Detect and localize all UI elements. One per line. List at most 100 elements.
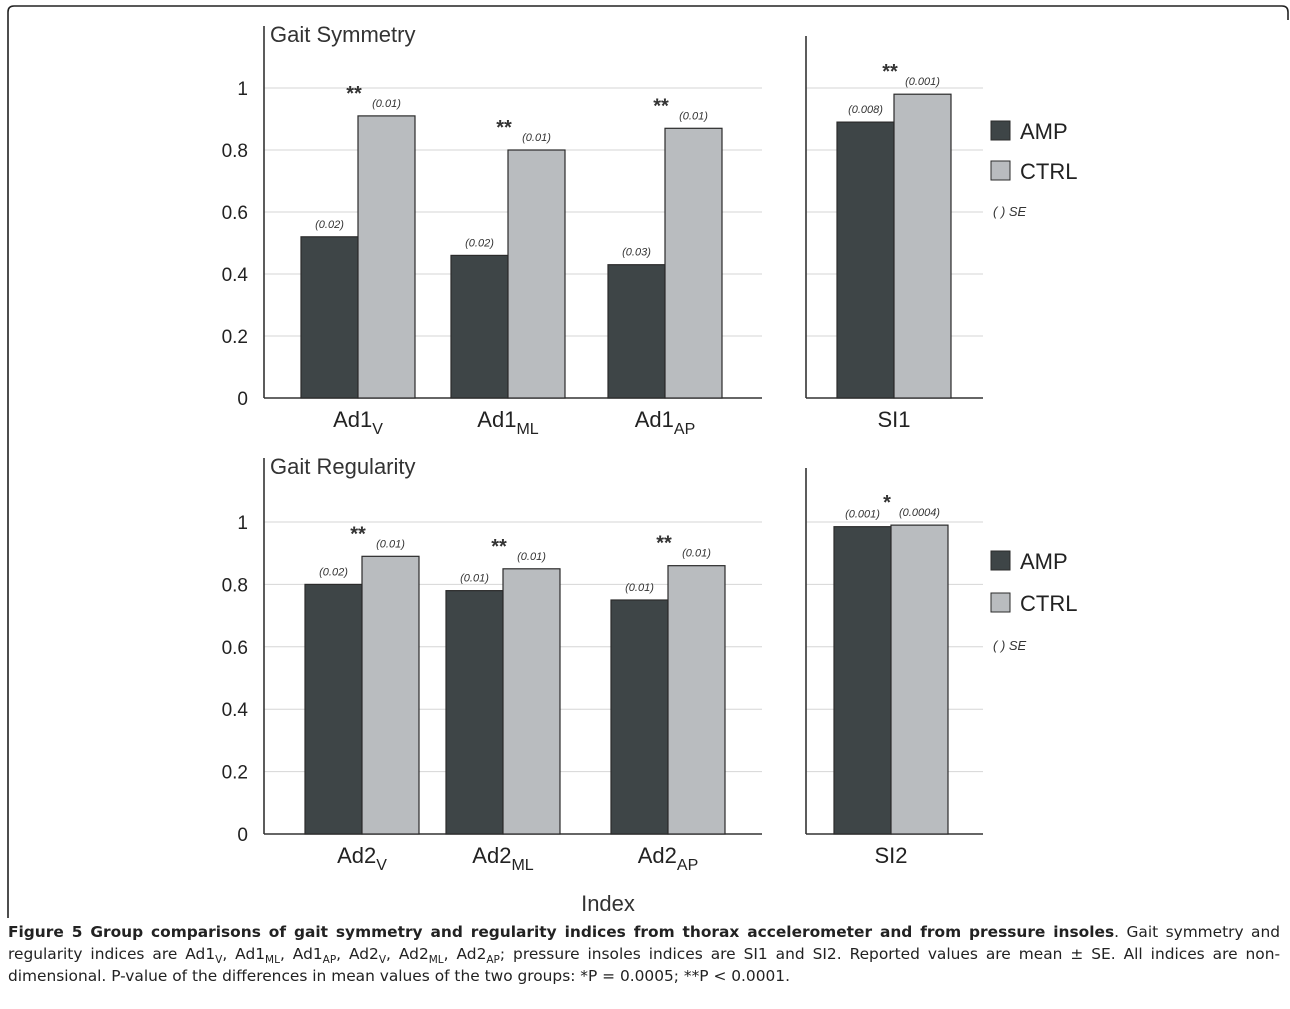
se-label: (0.01) xyxy=(460,573,489,585)
caption-subscript: ML xyxy=(265,954,280,967)
y-tick-label: 0.8 xyxy=(222,575,248,596)
bar-ctrl xyxy=(667,565,726,835)
bar-ctrl xyxy=(361,555,420,835)
se-label: (0.01) xyxy=(682,548,711,560)
bar-ctrl xyxy=(893,93,952,399)
se-label: (0.01) xyxy=(376,538,405,550)
chart-title: Gait Symmetry xyxy=(270,22,415,47)
y-tick-label: 0.2 xyxy=(222,763,248,784)
bar-amp xyxy=(833,526,892,835)
figure-chart: 0 0.2 0.4 0.6 0.8 1 Gait Symmetry (0.02) (0.01) *… xyxy=(7,5,1289,918)
caption-subscript: V xyxy=(215,954,223,967)
bar-ctrl xyxy=(507,149,566,399)
x-tick-label: Ad2V xyxy=(337,843,387,874)
se-label: (0.03) xyxy=(622,247,651,259)
y-tick-label: 0.4 xyxy=(222,700,249,721)
x-tick-label-subscript: AP xyxy=(674,421,695,438)
legend-note-se: ( ) SE xyxy=(993,638,1027,653)
x-axis-title: Index xyxy=(581,891,635,916)
y-tick-label: 0 xyxy=(237,389,248,410)
y-tick-label: 0.4 xyxy=(222,265,249,286)
caption-title: Group comparisons of gait symmetry and r… xyxy=(90,923,1115,941)
se-label: (0.01) xyxy=(372,98,401,110)
chart-title: Gait Regularity xyxy=(270,454,416,479)
significance-marker: ** xyxy=(882,61,898,83)
legend-swatch-amp xyxy=(990,550,1011,571)
se-label: (0.01) xyxy=(522,132,551,144)
x-tick-label: Ad1V xyxy=(333,407,383,438)
se-label: (0.01) xyxy=(625,582,654,594)
caption-subscript: AP xyxy=(322,954,337,967)
se-label: (0.008) xyxy=(848,104,883,116)
caption-text: ; pressure insoles indices are SI1 and S… xyxy=(8,945,1281,985)
y-tick-label: 1 xyxy=(237,79,248,100)
x-tick-label: Ad2AP xyxy=(638,843,699,874)
caption-subscript: ML xyxy=(428,954,444,967)
legend-swatch-ctrl xyxy=(990,160,1011,181)
significance-marker: ** xyxy=(656,533,672,555)
x-tick-label-base: Ad1 xyxy=(635,407,674,432)
x-tick-label: Ad1AP xyxy=(635,407,696,438)
caption-figure-label: Figure 5 xyxy=(8,923,83,941)
legend-swatch-ctrl xyxy=(990,592,1011,613)
x-tick-label-base: Ad2 xyxy=(638,843,677,868)
x-tick-label: SI2 xyxy=(874,843,907,868)
figure-caption: Figure 5 Group comparisons of gait symme… xyxy=(8,921,1280,987)
se-label: (0.01) xyxy=(679,110,708,122)
x-tick-label: Ad2ML xyxy=(472,843,533,874)
bar-amp xyxy=(300,236,359,399)
legend-note-se: ( ) SE xyxy=(993,204,1027,219)
chart-panel-gait-regularity: 0 0.2 0.4 0.6 0.8 1 Gait Regularity (0.02) (0.01… xyxy=(222,454,1078,874)
legend: AMP CTRL ( ) SE xyxy=(990,549,1077,653)
x-tick-label-subscript: V xyxy=(372,421,383,438)
caption-text: , Ad2 xyxy=(386,945,429,963)
caption-body: . Gait symmetry and regularity indices a… xyxy=(8,923,1280,985)
bar-ctrl xyxy=(890,524,949,835)
x-tick-label-subscript: AP xyxy=(677,857,698,874)
x-tick-label-base: SI1 xyxy=(877,407,910,432)
bar-ctrl xyxy=(502,568,561,835)
legend-label-ctrl: CTRL xyxy=(1020,591,1077,616)
caption-heading: Figure 5 Group comparisons of gait symme… xyxy=(8,923,1114,941)
significance-marker: ** xyxy=(496,117,512,139)
se-label: (0.02) xyxy=(319,566,348,578)
y-tick-label: 0 xyxy=(237,825,248,846)
x-tick-label-base: SI2 xyxy=(874,843,907,868)
y-tick-label: 0.6 xyxy=(222,203,248,224)
x-tick-label-subscript: ML xyxy=(516,421,538,438)
legend-label-amp: AMP xyxy=(1020,119,1068,144)
figure-border xyxy=(7,5,1289,918)
se-label: (0.02) xyxy=(315,219,344,231)
caption-text: . Gait symmetry and regularity indices a… xyxy=(8,923,1281,963)
x-tick-label-base: Ad2 xyxy=(337,843,376,868)
se-label: (0.02) xyxy=(465,237,494,249)
y-tick-label: 0.8 xyxy=(222,141,248,162)
caption-text: , Ad2 xyxy=(336,945,379,963)
se-label: (0.0004) xyxy=(899,507,940,519)
significance-marker: ** xyxy=(653,95,669,117)
x-tick-label-subscript: ML xyxy=(511,857,533,874)
y-tick-label: 0.6 xyxy=(222,638,248,659)
bar-amp xyxy=(445,590,504,835)
legend-label-amp: AMP xyxy=(1020,549,1068,574)
y-tick-label: 1 xyxy=(237,513,248,534)
se-label: (0.001) xyxy=(845,509,880,521)
legend: AMP CTRL ( ) SE xyxy=(990,119,1077,219)
caption-text: , Ad2 xyxy=(443,945,487,963)
significance-marker: ** xyxy=(350,523,366,545)
legend-swatch-amp xyxy=(990,120,1011,141)
significance-marker: * xyxy=(883,492,891,514)
legend-label-ctrl: CTRL xyxy=(1020,159,1077,184)
se-label: (0.001) xyxy=(905,76,940,88)
x-tick-label-base: Ad1 xyxy=(477,407,516,432)
significance-marker: ** xyxy=(346,83,362,105)
bar-amp xyxy=(304,583,363,835)
caption-subscript: AP xyxy=(486,954,500,967)
x-tick-label: Ad1ML xyxy=(477,407,538,438)
chart-panel-gait-symmetry: 0 0.2 0.4 0.6 0.8 1 Gait Symmetry (0.02) (0.01) *… xyxy=(222,22,1078,438)
caption-text: , Ad1 xyxy=(222,945,266,963)
x-tick-label-base: Ad2 xyxy=(472,843,511,868)
y-tick-label: 0.2 xyxy=(222,327,248,348)
significance-marker: ** xyxy=(491,536,507,558)
